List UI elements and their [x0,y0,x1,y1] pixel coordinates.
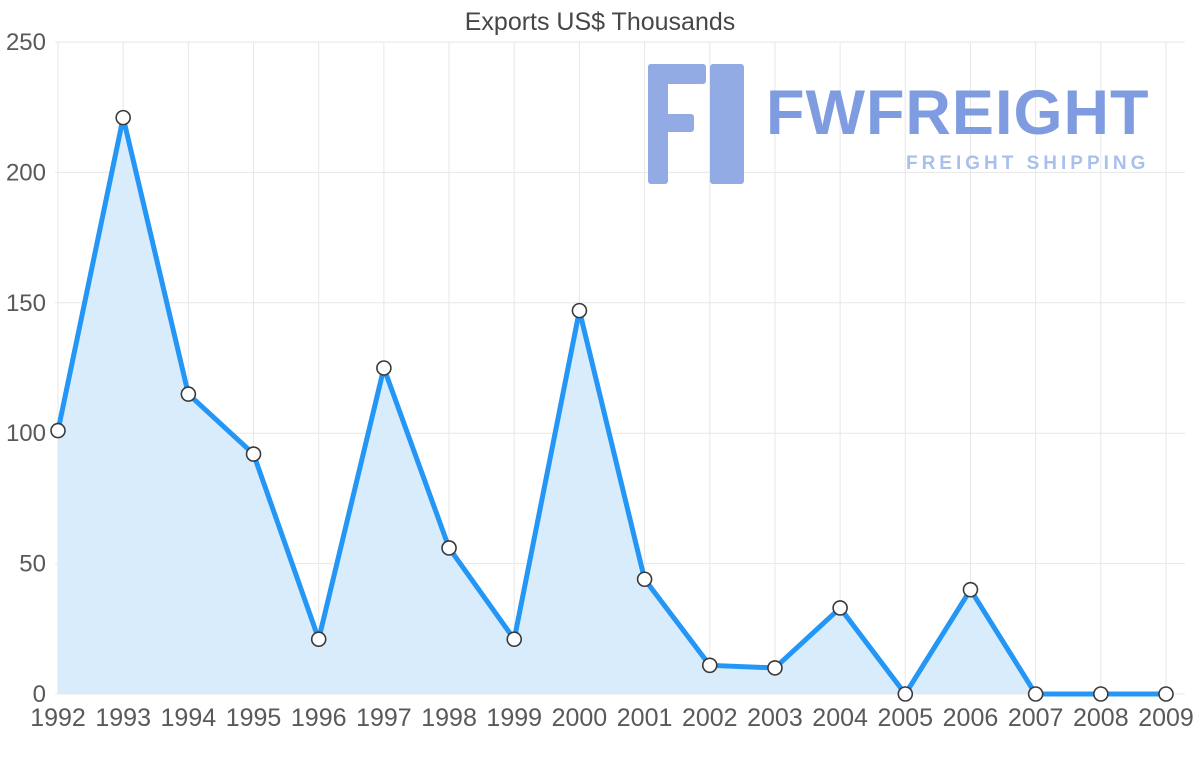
x-axis-tick-label: 1992 [30,704,86,732]
data-point-1997 [376,360,392,376]
data-point-1999 [506,631,523,648]
data-point-2003 [767,660,783,676]
data-point-2004 [832,600,848,616]
y-axis-tick-label: 0 [33,681,46,708]
data-point-2005 [897,686,914,702]
data-point-2002 [701,657,718,674]
x-axis-tick-label: 2009 [1138,704,1194,732]
x-axis-tick-label: 2002 [682,704,738,732]
x-axis-tick-label: 1999 [486,704,542,732]
x-axis-tick-label: 1995 [226,704,282,732]
x-axis-tick-label: 1996 [291,704,347,732]
y-axis-tick-label: 50 [19,551,46,578]
y-axis-tick-label: 100 [6,420,46,447]
chart-title: Exports US$ Thousands [464,8,736,36]
series-line [55,115,1169,697]
data-point-2009 [1158,686,1174,702]
x-axis-tick-label: 2007 [1008,704,1064,732]
x-axis-tick-label: 2005 [877,704,933,732]
data-point-2001 [636,571,653,588]
area-fill [58,117,1166,694]
x-axis-tick-label: 1997 [356,704,412,732]
x-axis-tick-label: 2001 [617,704,673,732]
x-axis-tick-label: 2003 [747,704,803,732]
x-axis-tick-label: 2006 [943,704,999,732]
data-point-2006 [962,581,979,598]
x-axis-tick-label: 1998 [421,704,477,732]
x-axis-tick-label: 2000 [552,704,608,732]
data-point-1994 [180,386,197,402]
data-point-2007 [1027,686,1044,702]
x-axis-tick-label: 1994 [161,704,217,732]
data-point-1993 [115,109,131,126]
data-point-2000 [571,302,588,319]
x-axis-tick-label: 2008 [1073,704,1129,732]
x-axis-tick-label: 2004 [812,704,868,732]
x-axis-tick-label: 1993 [95,704,151,732]
data-point-1995 [245,446,262,462]
y-axis-tick-label: 150 [6,290,46,317]
data-point-1996 [310,631,327,648]
data-point-1992 [50,422,66,439]
y-axis-tick-label: 250 [6,29,46,56]
y-axis-tick-label: 200 [6,159,46,186]
data-point-1998 [441,540,457,556]
data-point-2008 [1093,686,1109,702]
